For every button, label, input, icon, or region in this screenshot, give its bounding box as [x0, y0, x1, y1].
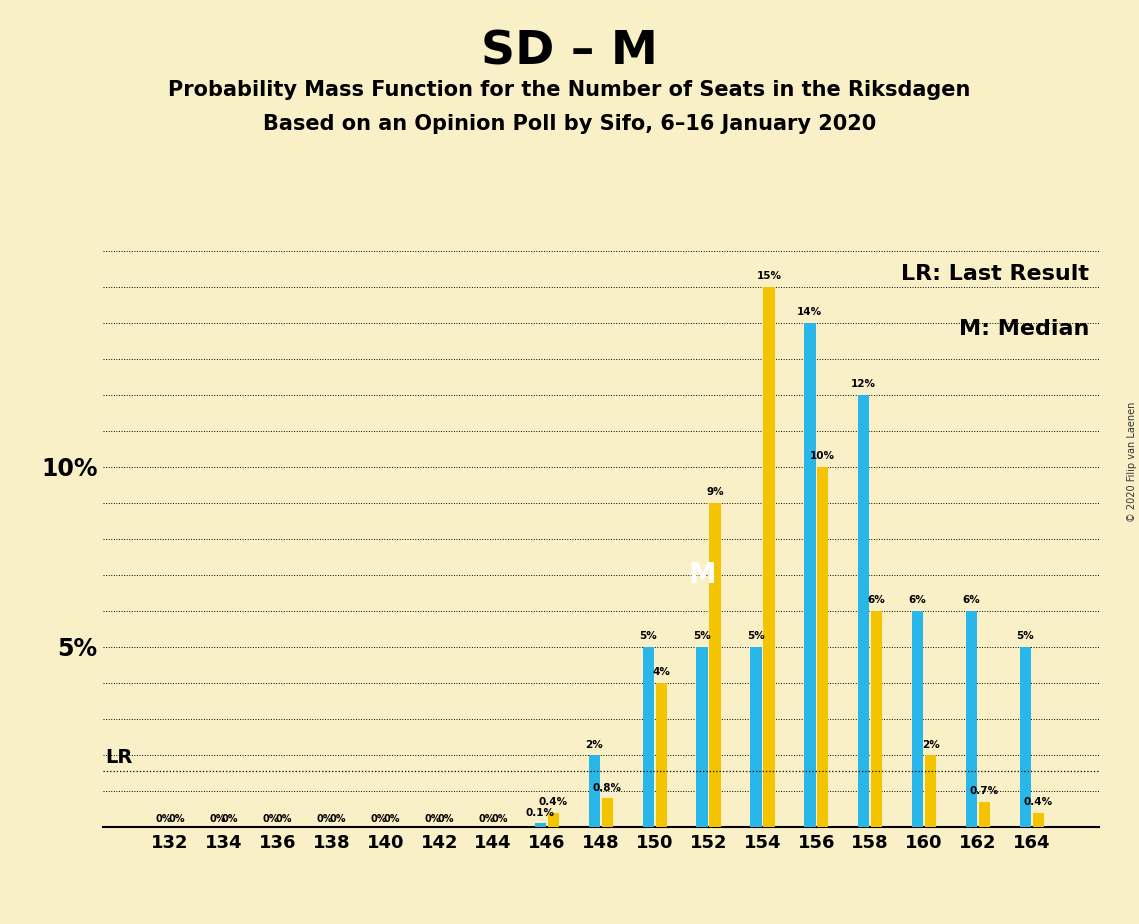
Text: 0.7%: 0.7% [969, 786, 999, 796]
Bar [871, 611, 883, 827]
Text: M: Median: M: Median [959, 319, 1089, 338]
Bar [751, 647, 762, 827]
Text: 0%: 0% [263, 814, 279, 824]
Bar [804, 322, 816, 827]
Bar [925, 755, 936, 827]
Text: 0%: 0% [329, 814, 346, 824]
Bar [710, 503, 721, 827]
Text: 5%: 5% [747, 631, 765, 641]
Text: 12%: 12% [851, 379, 876, 389]
Text: 6%: 6% [868, 595, 885, 605]
Text: 0.4%: 0.4% [539, 797, 568, 808]
Bar [589, 755, 600, 827]
Text: 14%: 14% [797, 307, 822, 317]
Text: 5%: 5% [639, 631, 657, 641]
Text: M: M [688, 561, 716, 589]
Bar [817, 467, 828, 827]
Text: 0.1%: 0.1% [526, 808, 555, 818]
Text: 0%: 0% [478, 814, 494, 824]
Text: 0.4%: 0.4% [1024, 797, 1052, 808]
Text: 6%: 6% [962, 595, 981, 605]
Text: 9%: 9% [706, 487, 724, 497]
Bar [858, 395, 869, 827]
Text: 0%: 0% [384, 814, 400, 824]
Text: 2%: 2% [585, 739, 604, 749]
Text: 6%: 6% [909, 595, 926, 605]
Text: 0%: 0% [210, 814, 226, 824]
Text: 4%: 4% [653, 667, 670, 677]
Bar [978, 802, 990, 827]
Text: 0%: 0% [222, 814, 238, 824]
Text: Probability Mass Function for the Number of Seats in the Riksdagen: Probability Mass Function for the Number… [169, 80, 970, 101]
Text: © 2020 Filip van Laenen: © 2020 Filip van Laenen [1126, 402, 1137, 522]
Text: 10%: 10% [810, 451, 835, 461]
Bar [642, 647, 654, 827]
Bar [912, 611, 924, 827]
Text: LR: LR [105, 748, 132, 767]
Bar [535, 823, 546, 827]
Text: 15%: 15% [756, 272, 781, 281]
Bar [1033, 812, 1044, 827]
Text: 0%: 0% [276, 814, 293, 824]
Text: 0%: 0% [169, 814, 185, 824]
Bar [548, 812, 559, 827]
Text: 2%: 2% [921, 739, 940, 749]
Bar [966, 611, 977, 827]
Text: 0%: 0% [437, 814, 454, 824]
Bar [1019, 647, 1031, 827]
Bar [656, 683, 666, 827]
Text: 0.8%: 0.8% [592, 783, 622, 793]
Text: SD – M: SD – M [481, 30, 658, 75]
Bar [696, 647, 707, 827]
Text: LR: Last Result: LR: Last Result [901, 264, 1089, 284]
Text: 0%: 0% [317, 814, 334, 824]
Text: 0%: 0% [491, 814, 508, 824]
Text: Based on an Opinion Poll by Sifo, 6–16 January 2020: Based on an Opinion Poll by Sifo, 6–16 J… [263, 114, 876, 134]
Text: 0%: 0% [155, 814, 172, 824]
Text: 5%: 5% [1016, 631, 1034, 641]
Text: 0%: 0% [370, 814, 387, 824]
Text: 0%: 0% [425, 814, 441, 824]
Bar [601, 798, 613, 827]
Text: 5%: 5% [694, 631, 711, 641]
Bar [763, 286, 775, 827]
